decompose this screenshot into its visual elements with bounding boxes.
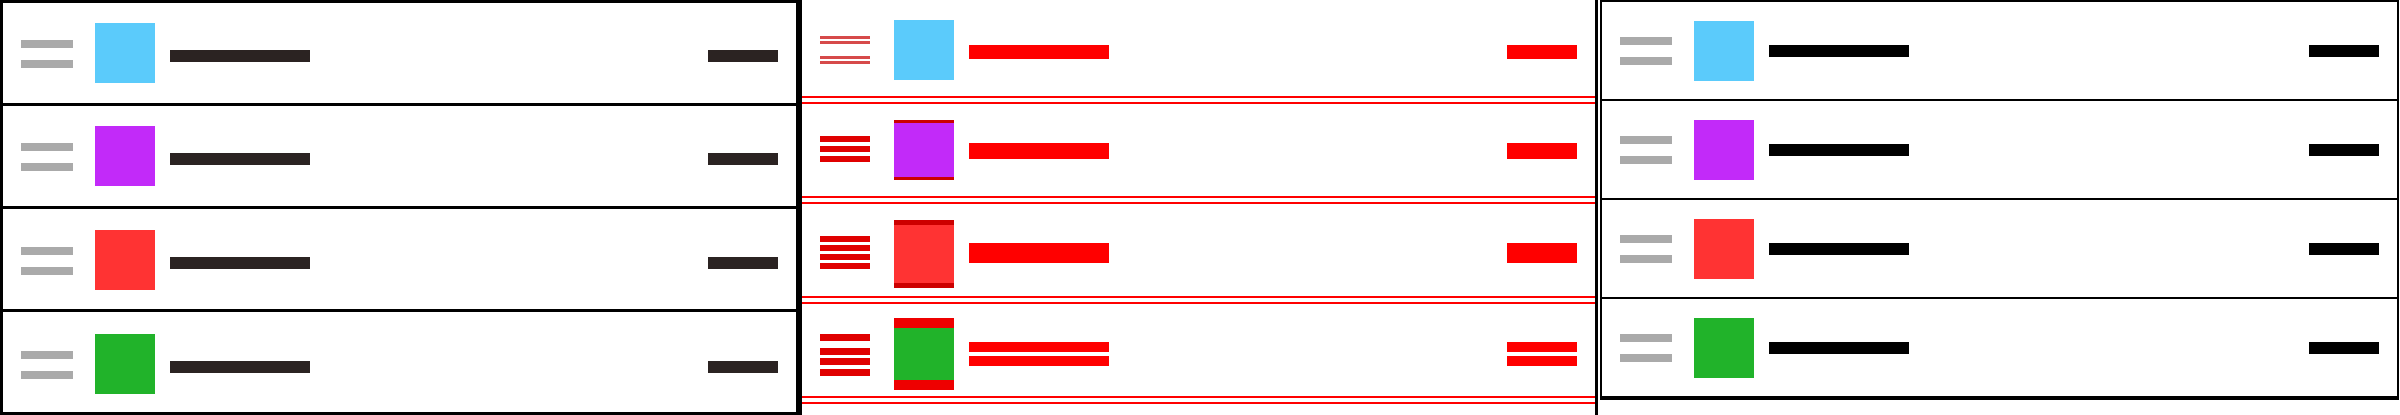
item-label-placeholder [969,45,1109,59]
drag-handle-icon[interactable] [21,245,73,285]
item-label-placeholder [170,257,310,269]
item-value-placeholder [2309,243,2379,255]
item-label-placeholder [969,356,1109,366]
list-item[interactable] [1602,2,2397,101]
item-label-placeholder [1769,144,1909,156]
color-swatch [1694,318,1754,378]
color-swatch [95,230,155,290]
color-swatch [894,220,954,288]
item-value-placeholder [1507,143,1577,159]
item-value-placeholder [2309,342,2379,354]
drag-handle-icon[interactable] [1620,332,1672,372]
color-swatch [1694,120,1754,180]
item-label-placeholder [1769,243,1909,255]
drag-handle-icon[interactable] [1620,134,1672,174]
item-value-placeholder [708,50,778,62]
drag-handle-icon[interactable] [21,38,73,78]
item-label-placeholder [969,243,1109,263]
item-label-placeholder [170,361,310,373]
color-swatch [894,20,954,80]
color-swatch [95,334,155,394]
item-label-placeholder [969,342,1109,352]
item-label-placeholder [170,50,310,62]
list-item[interactable] [1602,299,2397,398]
item-value-placeholder [1507,45,1577,59]
list-item[interactable] [1602,200,2397,299]
list-item[interactable] [3,312,796,415]
item-label-placeholder [170,153,310,165]
list-item[interactable] [3,3,796,106]
color-swatch [1694,219,1754,279]
drag-handle-icon[interactable] [1620,35,1672,75]
drag-handle-icon[interactable] [21,141,73,181]
drag-handle-icon[interactable] [820,136,870,170]
color-swatch [95,23,155,83]
item-value-placeholder [708,257,778,269]
color-swatch [95,126,155,186]
item-value-placeholder [2309,144,2379,156]
item-value-placeholder [1507,243,1577,263]
drag-handle-icon[interactable] [820,236,870,276]
list-item[interactable] [1602,101,2397,200]
item-label-placeholder [969,143,1109,159]
drag-handle-icon[interactable] [820,334,870,376]
color-swatch [894,318,954,390]
list-item[interactable] [802,304,1595,404]
list-item[interactable] [802,204,1595,304]
item-value-placeholder [1507,356,1577,366]
item-value-placeholder [2309,45,2379,57]
list-item[interactable] [3,106,796,209]
item-value-placeholder [708,153,778,165]
drag-handle-icon[interactable] [820,36,870,70]
item-value-placeholder [708,361,778,373]
list-panel-diff-highlight [799,0,1598,415]
item-label-placeholder [1769,45,1909,57]
list-panel-original [0,0,799,415]
drag-handle-icon[interactable] [1620,233,1672,273]
list-item[interactable] [802,0,1595,104]
list-item[interactable] [3,209,796,312]
color-swatch [1694,21,1754,81]
color-swatch [894,120,954,180]
drag-handle-icon[interactable] [21,349,73,389]
item-value-placeholder [1507,342,1577,352]
item-label-placeholder [1769,342,1909,354]
list-panel-result [1600,0,2399,400]
list-item[interactable] [802,104,1595,204]
